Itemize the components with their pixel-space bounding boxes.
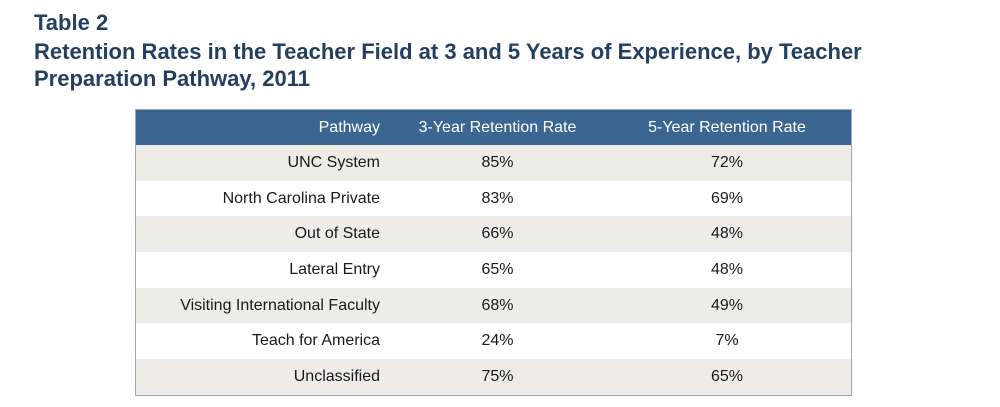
table-title: Retention Rates in the Teacher Field at … <box>34 39 862 91</box>
table-row: Teach for America 24% 7% <box>136 323 851 360</box>
table-label: Table 2 <box>34 10 109 35</box>
cell-pathway: Lateral Entry <box>289 260 380 278</box>
cell-5yr-rate: 65% <box>710 367 744 385</box>
header-pathway: Pathway <box>318 118 380 136</box>
cell-pathway: North Carolina Private <box>222 189 380 207</box>
cell-pathway: UNC System <box>287 153 380 171</box>
table-body: UNC System 85% 72% North Carolina Privat… <box>136 145 851 395</box>
table-row: Visiting International Faculty 68% 49% <box>136 287 851 324</box>
cell-5yr-rate: 49% <box>710 296 744 314</box>
retention-table-container: Pathway 3-Year Retention Rate 5-Year Ret… <box>135 109 852 396</box>
table-heading: Table 2 Retention Rates in the Teacher F… <box>34 10 974 92</box>
table-row: Unclassified 75% 65% <box>136 359 851 395</box>
cell-5yr-rate: 48% <box>710 225 744 243</box>
cell-5yr-rate: 48% <box>710 260 744 278</box>
cell-pathway: Out of State <box>294 225 380 243</box>
cell-3yr-rate: 65% <box>481 260 514 278</box>
table-row: Out of State 66% 48% <box>136 216 851 253</box>
cell-5yr-rate: 7% <box>715 332 739 350</box>
cell-5yr-rate: 69% <box>710 189 744 207</box>
header-row: Pathway 3-Year Retention Rate 5-Year Ret… <box>136 110 851 145</box>
table-row: Lateral Entry 65% 48% <box>136 252 851 288</box>
cell-3yr-rate: 85% <box>481 153 514 171</box>
cell-pathway: Unclassified <box>293 367 380 385</box>
cell-3yr-rate: 75% <box>481 367 514 385</box>
table-row: North Carolina Private 83% 69% <box>136 180 851 217</box>
cell-3yr-rate: 66% <box>481 225 514 243</box>
cell-5yr-rate: 72% <box>710 153 744 171</box>
header-3yr-rate: 3-Year Retention Rate <box>418 118 577 136</box>
table-row: UNC System 85% 72% <box>136 145 851 181</box>
cell-3yr-rate: 24% <box>481 332 514 350</box>
cell-pathway: Visiting International Faculty <box>180 296 380 314</box>
retention-table: Pathway 3-Year Retention Rate 5-Year Ret… <box>136 110 851 395</box>
cell-3yr-rate: 68% <box>481 296 514 314</box>
table-header: Pathway 3-Year Retention Rate 5-Year Ret… <box>136 110 851 145</box>
header-5yr-rate: 5-Year Retention Rate <box>648 118 806 136</box>
cell-3yr-rate: 83% <box>481 189 514 207</box>
cell-pathway: Teach for America <box>251 332 380 350</box>
